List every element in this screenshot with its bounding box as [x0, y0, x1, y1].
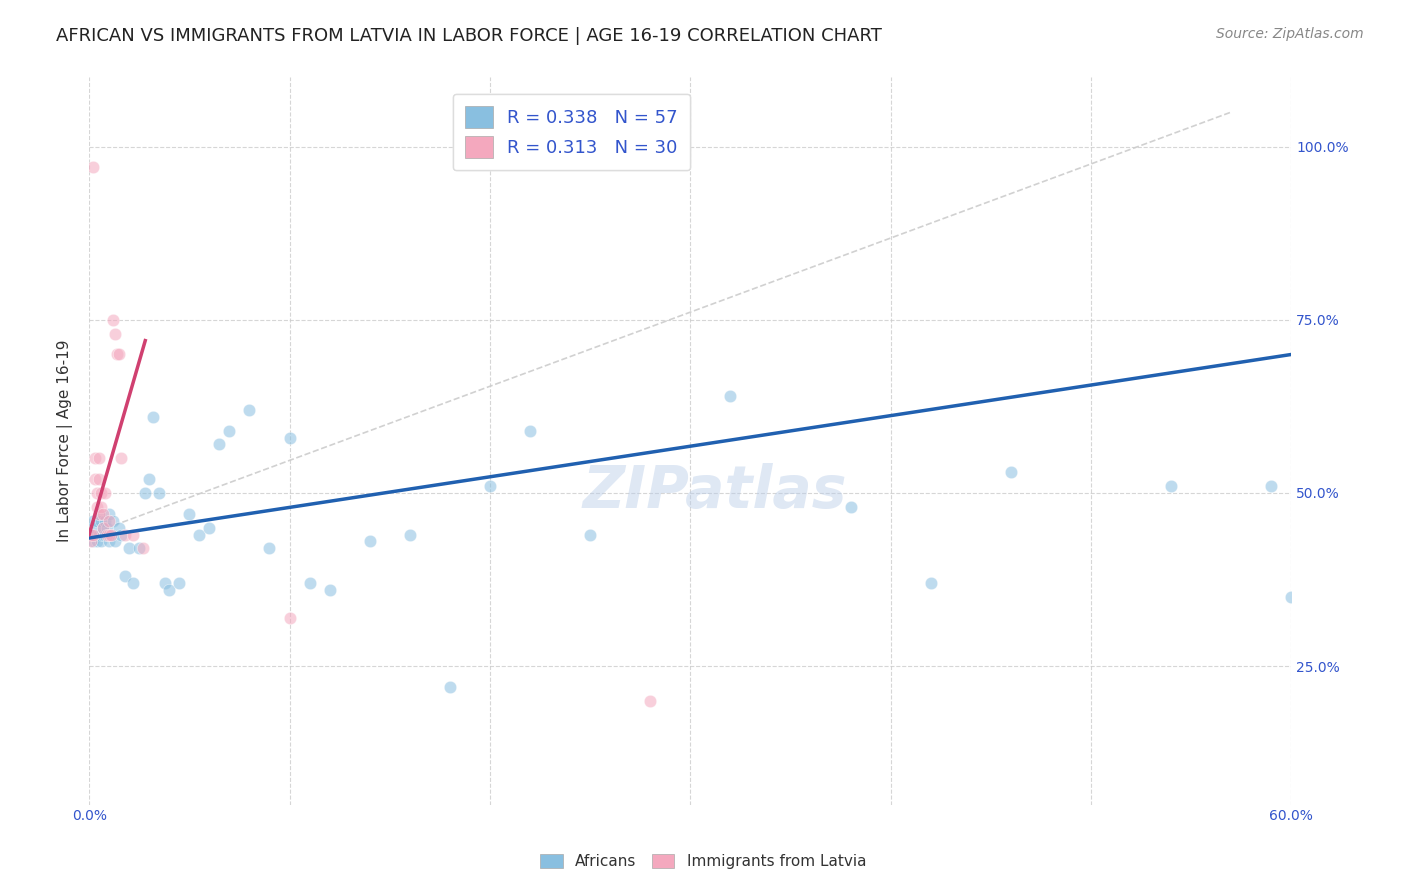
Point	[91, 520, 114, 534]
Point	[155, 576, 177, 591]
Text: AFRICAN VS IMMIGRANTS FROM LATVIA IN LABOR FORCE | AGE 16-19 CORRELATION CHART: AFRICAN VS IMMIGRANTS FROM LATVIA IN LAB…	[56, 27, 882, 45]
Point	[82, 527, 104, 541]
Point	[96, 527, 118, 541]
Point	[132, 541, 155, 556]
Point	[84, 527, 107, 541]
Point	[100, 527, 122, 541]
Point	[157, 582, 180, 597]
Point	[278, 610, 301, 624]
Point	[86, 486, 108, 500]
Point	[114, 569, 136, 583]
Text: ZIPatlas: ZIPatlas	[582, 464, 846, 520]
Point	[84, 472, 107, 486]
Point	[128, 541, 150, 556]
Point	[98, 527, 121, 541]
Point	[86, 500, 108, 514]
Point	[94, 527, 117, 541]
Point	[98, 534, 121, 549]
Point	[82, 161, 104, 175]
Point	[259, 541, 281, 556]
Point	[80, 534, 103, 549]
Point	[82, 514, 104, 528]
Point	[80, 527, 103, 541]
Point	[91, 520, 114, 534]
Point	[478, 479, 501, 493]
Text: Source: ZipAtlas.com: Source: ZipAtlas.com	[1216, 27, 1364, 41]
Point	[579, 527, 602, 541]
Point	[104, 534, 127, 549]
Point	[90, 486, 112, 500]
Point	[398, 527, 420, 541]
Point	[98, 507, 121, 521]
Point	[114, 527, 136, 541]
Point	[90, 500, 112, 514]
Point	[86, 534, 108, 549]
Point	[98, 514, 121, 528]
Point	[278, 431, 301, 445]
Point	[142, 409, 165, 424]
Point	[122, 527, 145, 541]
Point	[89, 472, 111, 486]
Point	[638, 694, 661, 708]
Legend: Africans, Immigrants from Latvia: Africans, Immigrants from Latvia	[534, 848, 872, 875]
Point	[208, 437, 231, 451]
Point	[122, 576, 145, 591]
Point	[86, 514, 108, 528]
Point	[94, 486, 117, 500]
Point	[169, 576, 191, 591]
Point	[82, 534, 104, 549]
Point	[134, 486, 156, 500]
Point	[94, 514, 117, 528]
Point	[110, 527, 132, 541]
Point	[103, 313, 125, 327]
Point	[298, 576, 321, 591]
Point	[218, 424, 240, 438]
Point	[108, 347, 131, 361]
Point	[318, 582, 340, 597]
Point	[91, 527, 114, 541]
Point	[110, 451, 132, 466]
Point	[439, 680, 461, 694]
Point	[359, 534, 381, 549]
Point	[104, 326, 127, 341]
Point	[839, 500, 862, 514]
Point	[96, 520, 118, 534]
Point	[1279, 590, 1302, 604]
Point	[718, 389, 741, 403]
Point	[89, 527, 111, 541]
Y-axis label: In Labor Force | Age 16-19: In Labor Force | Age 16-19	[58, 340, 73, 542]
Point	[519, 424, 541, 438]
Point	[89, 507, 111, 521]
Point	[108, 520, 131, 534]
Point	[138, 472, 160, 486]
Point	[90, 534, 112, 549]
Point	[80, 527, 103, 541]
Point	[188, 527, 211, 541]
Point	[100, 527, 122, 541]
Point	[1160, 479, 1182, 493]
Point	[238, 402, 260, 417]
Point	[1260, 479, 1282, 493]
Point	[1000, 465, 1022, 479]
Point	[84, 451, 107, 466]
Point	[198, 520, 221, 534]
Point	[84, 520, 107, 534]
Point	[920, 576, 942, 591]
Point	[148, 486, 170, 500]
Point	[89, 507, 111, 521]
Point	[118, 541, 141, 556]
Point	[105, 347, 128, 361]
Point	[90, 514, 112, 528]
Point	[103, 514, 125, 528]
Point	[179, 507, 201, 521]
Point	[91, 507, 114, 521]
Legend: R = 0.338   N = 57, R = 0.313   N = 30: R = 0.338 N = 57, R = 0.313 N = 30	[453, 94, 690, 170]
Point	[89, 451, 111, 466]
